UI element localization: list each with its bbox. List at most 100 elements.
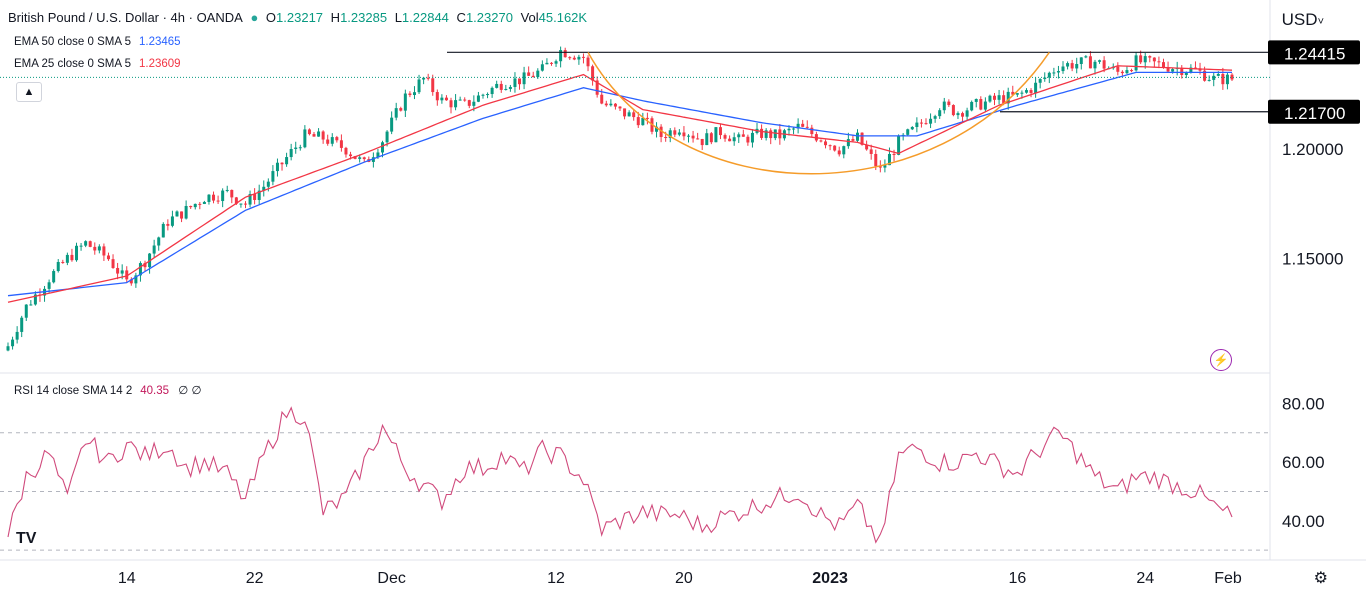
- ema25-label: EMA 25 close 0 SMA 5: [14, 58, 131, 70]
- time-tick-label: 20: [675, 570, 693, 587]
- price-label-box: [1268, 40, 1360, 65]
- candle-body: [974, 99, 978, 102]
- candle-body: [65, 254, 69, 263]
- candle-body: [737, 134, 741, 138]
- candle-body: [20, 317, 24, 332]
- candle-body: [1052, 72, 1056, 74]
- candle-body: [851, 139, 855, 141]
- candle-body: [97, 246, 101, 251]
- candle-body: [125, 270, 129, 280]
- candle-body: [408, 93, 412, 96]
- candle-body: [33, 294, 37, 305]
- candle-body: [600, 94, 604, 104]
- candle-body: [84, 241, 88, 246]
- candle-body: [1184, 72, 1188, 76]
- candle-body: [29, 304, 33, 306]
- candle-body: [212, 194, 216, 201]
- candle-body: [435, 92, 439, 101]
- candle-body: [1216, 73, 1220, 76]
- currency-selector[interactable]: USD˅: [1281, 10, 1324, 29]
- price-tick-label: 1.20000: [1282, 140, 1343, 159]
- rsi-tick-label: 80.00: [1282, 394, 1325, 413]
- ohlc-readout: O1.23217 H1.23285 L1.22844 C1.23270 Vol4…: [265, 10, 588, 25]
- cup-pattern-arc: [587, 51, 1050, 175]
- collapse-legend-button[interactable]: ▲: [16, 82, 42, 102]
- candle-body: [216, 200, 220, 202]
- ema50-legend[interactable]: EMA 50 close 0 SMA 5 1.23465: [14, 36, 181, 48]
- candle-body: [947, 101, 951, 106]
- candle-body: [682, 132, 686, 137]
- rsi-value: 40.35: [140, 385, 170, 397]
- candle-body: [47, 282, 51, 289]
- chevron-up-icon: ▲: [23, 86, 35, 98]
- candle-body: [787, 128, 791, 131]
- candle-body: [883, 165, 887, 168]
- candle-body: [207, 194, 211, 202]
- candle-body: [426, 77, 430, 79]
- candle-body: [271, 171, 275, 182]
- candle-body: [495, 83, 499, 88]
- candle-body: [1047, 72, 1051, 78]
- candle-body: [1015, 93, 1019, 95]
- candle-body: [1061, 66, 1065, 72]
- candle-body: [353, 156, 357, 159]
- candle-body: [138, 263, 142, 276]
- candle-body: [846, 139, 850, 147]
- candle-body: [951, 105, 955, 116]
- candle-body: [897, 136, 901, 155]
- candle-body: [175, 211, 179, 217]
- candle-body: [275, 162, 279, 172]
- candle-body: [641, 117, 645, 126]
- candle-body: [481, 94, 485, 96]
- candle-body: [869, 149, 873, 154]
- ema25-legend[interactable]: EMA 25 close 0 SMA 5 1.23609: [14, 58, 181, 70]
- candle-body: [792, 128, 796, 130]
- candle-body: [6, 346, 10, 351]
- candle-body: [536, 70, 540, 78]
- candle-body: [906, 129, 910, 135]
- symbol-title[interactable]: British Pound / U.S. Dollar · 4h · OANDA: [8, 10, 243, 25]
- candle-body: [1029, 90, 1033, 93]
- candle-body: [294, 147, 298, 150]
- candle-body: [1075, 64, 1079, 69]
- candle-body: [508, 86, 512, 89]
- candle-body: [750, 132, 754, 143]
- candle-body: [476, 95, 480, 102]
- candle-body: [134, 275, 138, 284]
- lightning-icon[interactable]: ⚡: [1210, 349, 1232, 371]
- gear-icon[interactable]: ⚙: [1313, 570, 1328, 587]
- candle-body: [559, 50, 563, 62]
- candle-body: [1203, 70, 1207, 81]
- candle-body: [709, 133, 713, 143]
- candle-body: [463, 99, 467, 101]
- candle-body: [636, 117, 640, 126]
- candle-body: [358, 157, 362, 159]
- candle-body: [659, 126, 663, 138]
- candle-body: [317, 131, 321, 137]
- candle-body: [1006, 91, 1010, 104]
- rsi-legend[interactable]: RSI 14 close SMA 14 2 40.35 ∅ ∅: [14, 383, 202, 397]
- candle-body: [874, 153, 878, 167]
- price-label-box: [1268, 99, 1360, 124]
- candle-body: [691, 135, 695, 139]
- time-tick-label: 22: [246, 570, 264, 587]
- candle-body: [243, 203, 247, 205]
- price-tick-label: 1.15000: [1282, 250, 1343, 269]
- candle-body: [120, 270, 124, 274]
- tradingview-logo-icon[interactable]: TV: [16, 530, 37, 547]
- candle-body: [554, 61, 558, 64]
- candle-body: [129, 279, 133, 284]
- candle-body: [152, 245, 156, 254]
- candle-body: [563, 50, 567, 58]
- candle-body: [106, 255, 110, 260]
- candle-body: [303, 129, 307, 148]
- candle-body: [230, 189, 234, 198]
- candle-body: [225, 189, 229, 191]
- candle-body: [93, 246, 97, 251]
- candle-body: [741, 134, 745, 137]
- candle-body: [143, 263, 147, 268]
- candle-body: [417, 79, 421, 93]
- ema25-line: [7, 65, 1233, 303]
- candle-body: [289, 149, 293, 158]
